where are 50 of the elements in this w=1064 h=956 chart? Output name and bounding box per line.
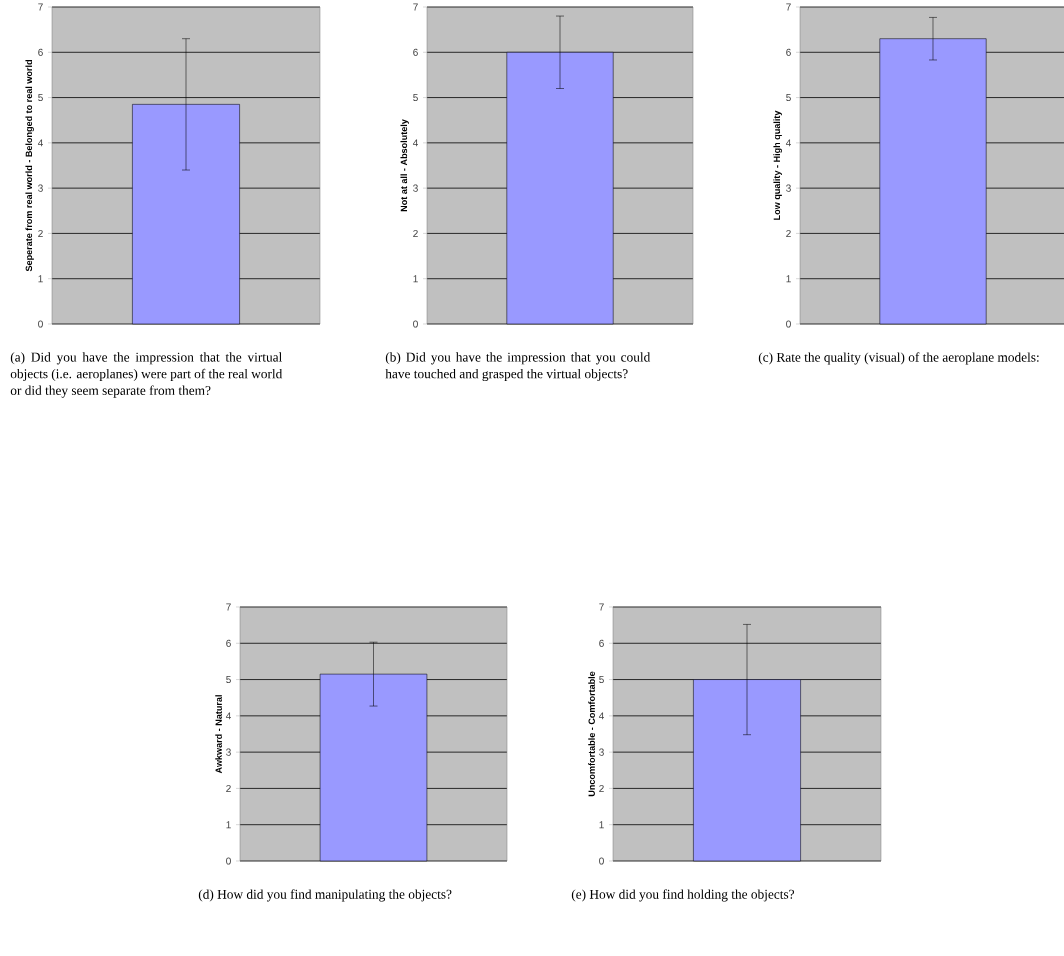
y-tick-label: 0 xyxy=(38,320,43,328)
y-tick-label: 7 xyxy=(38,3,43,11)
y-tick-label: 3 xyxy=(599,748,604,756)
text: (c) Rate the quality (visual) of the aeroplane models: xyxy=(758,352,1039,365)
y-axis-title: Uncomfortable - Comfortable xyxy=(588,671,595,797)
y-tick-label: 3 xyxy=(38,184,43,192)
y-tick-label: 7 xyxy=(599,603,604,611)
y-tick-label: 2 xyxy=(786,229,791,237)
y-tick-label: 4 xyxy=(225,712,231,720)
y-tick-label: 2 xyxy=(38,229,43,237)
y-tick-label: 6 xyxy=(413,48,418,56)
y-tick-label: 6 xyxy=(226,639,231,647)
y-tick-label: 1 xyxy=(413,275,418,283)
y-tick-label: 4 xyxy=(412,139,418,147)
y-tick-label: 6 xyxy=(38,48,43,56)
y-tick-label: 5 xyxy=(226,676,231,684)
y-tick-label: 3 xyxy=(226,748,231,756)
y-tick-label: 2 xyxy=(413,229,418,237)
y-tick-label: 2 xyxy=(226,784,231,792)
text: (d) How did you find manipulating the objects? xyxy=(198,889,452,902)
y-tick-label: 1 xyxy=(38,275,43,283)
y-tick-label: 7 xyxy=(226,603,231,611)
y-tick-label: 0 xyxy=(786,320,791,328)
y-tick-label: 3 xyxy=(413,184,418,192)
y-axis-title: Low quality - High quality xyxy=(773,110,782,220)
text: (b) Did you have the impression that you could have touched and grasped the virtual objects? xyxy=(385,352,651,382)
y-tick-label: 1 xyxy=(599,821,604,829)
y-tick-label: 0 xyxy=(599,857,604,865)
y-tick-label: 1 xyxy=(786,275,791,283)
y-tick-label: 4 xyxy=(598,712,604,720)
y-axis-title: Not at all - Absolutely xyxy=(400,119,409,212)
y-tick-label: 3 xyxy=(786,184,791,192)
y-tick-label: 0 xyxy=(226,857,231,865)
y-tick-label: 4 xyxy=(785,139,791,147)
y-tick-label: 7 xyxy=(786,3,791,11)
y-axis-title: Seperate from real world - Belonged to real world xyxy=(25,60,34,272)
y-tick-label: 5 xyxy=(413,94,418,102)
y-tick-label: 7 xyxy=(413,3,418,11)
y-tick-label: 0 xyxy=(413,320,418,328)
y-tick-label: 1 xyxy=(226,821,231,829)
y-tick-label: 5 xyxy=(38,94,43,102)
y-tick-label: 2 xyxy=(599,784,604,792)
y-tick-label: 6 xyxy=(599,639,604,647)
y-tick-label: 5 xyxy=(786,94,791,102)
y-tick-label: 5 xyxy=(599,676,604,684)
text: (e) How did you find holding the objects? xyxy=(571,889,795,902)
y-tick-label: 6 xyxy=(786,48,791,56)
y-tick-label: 4 xyxy=(37,139,43,147)
text: (a) Did you have the impression that the virtual objects (i.e. aeroplanes) were part of the real world or did they seem separate from them? xyxy=(10,352,283,398)
y-axis-title: Awkward - Natural xyxy=(215,695,222,774)
